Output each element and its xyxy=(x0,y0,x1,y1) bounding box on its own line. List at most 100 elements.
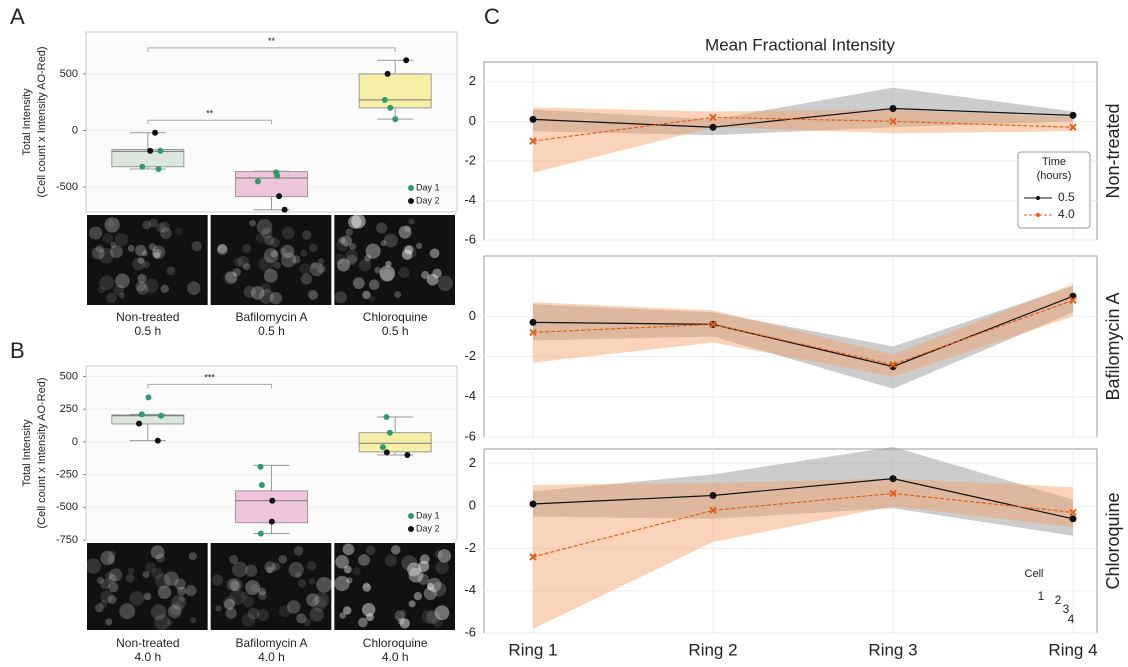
cell-blob xyxy=(186,281,201,295)
cell-blob xyxy=(142,220,152,230)
cell-blob xyxy=(215,605,222,612)
cell-blob xyxy=(105,618,113,626)
data-point xyxy=(889,363,897,371)
cell-blob xyxy=(145,562,157,574)
cell-blob xyxy=(335,253,346,265)
cell-blob xyxy=(96,576,105,585)
y-tick-label: 0 xyxy=(469,308,476,323)
cell-blob xyxy=(429,248,440,259)
cell-blob xyxy=(169,602,183,616)
row-label: Chloroquine xyxy=(1103,492,1123,589)
y-tick-label: -250 xyxy=(56,468,78,480)
data-point xyxy=(269,497,276,504)
y-tick-label: -2 xyxy=(464,540,476,555)
cell-blob xyxy=(336,239,349,252)
cell-blob xyxy=(190,617,197,624)
data-point xyxy=(387,104,394,111)
panel-letter: C xyxy=(484,4,500,29)
cell-blob xyxy=(144,278,159,294)
cell-blob xyxy=(99,275,115,291)
category-label: Non-treated xyxy=(116,636,179,650)
cell-blob xyxy=(295,572,302,579)
y-tick-label: 0 xyxy=(72,124,78,136)
data-point xyxy=(889,104,897,112)
cell-blob xyxy=(261,227,273,239)
cell-blob xyxy=(142,570,150,579)
cell-blob xyxy=(243,285,256,298)
cell-blob xyxy=(398,267,410,279)
cell-blob xyxy=(270,250,278,258)
cell-blob xyxy=(351,214,366,229)
legend-marker xyxy=(408,198,414,204)
cell-blob xyxy=(279,247,287,255)
cell-blob xyxy=(281,252,297,268)
cell-blob xyxy=(380,240,387,247)
cell-blob xyxy=(148,218,158,228)
cell-blob xyxy=(344,249,359,264)
cell-blob xyxy=(125,573,135,583)
cell-blob xyxy=(256,609,269,622)
cell-blob xyxy=(306,593,320,607)
cell-blob xyxy=(314,592,330,608)
cell-blob xyxy=(250,286,265,300)
cell-blob xyxy=(352,277,365,289)
cell-blob xyxy=(102,233,114,244)
cell-blob xyxy=(358,617,368,628)
data-point xyxy=(155,165,162,172)
cell-blob xyxy=(435,560,449,575)
cell-blob xyxy=(241,613,256,628)
data-point xyxy=(709,320,717,329)
cell-blob xyxy=(255,233,266,244)
cell-blob xyxy=(158,221,170,233)
category-sublabel: 0.5 h xyxy=(258,324,285,338)
legend-marker xyxy=(1036,196,1040,200)
legend-box xyxy=(1017,151,1091,229)
cell-blob xyxy=(151,568,163,580)
micrograph xyxy=(334,215,455,305)
cell-blob xyxy=(363,582,370,589)
category-sublabel: 0.5 h xyxy=(134,324,161,338)
cell-blob xyxy=(229,589,245,605)
cell-blob xyxy=(413,592,423,601)
cell-blob xyxy=(91,246,105,260)
cell-blob xyxy=(316,263,326,274)
cell-blob xyxy=(317,257,325,265)
cell-blob xyxy=(94,603,104,613)
cell-blob xyxy=(132,257,145,271)
cell-blob xyxy=(300,273,313,285)
cell-blob xyxy=(391,545,401,555)
cell-blob xyxy=(362,290,371,300)
y-tick-label: 2 xyxy=(469,455,476,470)
x-tick-label: Ring 1 xyxy=(508,640,557,659)
y-tick-label: 0 xyxy=(469,113,476,128)
significance-bracket xyxy=(147,119,272,125)
data-point xyxy=(379,444,386,451)
y-tick-label: -4 xyxy=(464,192,476,207)
data-point xyxy=(889,360,897,369)
cell-blob xyxy=(426,582,435,591)
cell-blob xyxy=(264,235,275,246)
cell-blob xyxy=(142,261,150,269)
cell-blob xyxy=(341,235,352,247)
data-point xyxy=(383,449,390,456)
cell-blob xyxy=(242,596,255,608)
cell-blob xyxy=(288,562,304,578)
cell-blob xyxy=(178,596,185,603)
legend-label: 0.5 xyxy=(1058,190,1075,204)
cell-blob xyxy=(408,600,416,608)
cell-blob xyxy=(302,230,312,240)
cell-blob xyxy=(160,284,169,293)
data-point xyxy=(154,437,161,444)
cell-blob xyxy=(136,283,149,295)
cell-blob xyxy=(300,249,308,257)
cell-blob xyxy=(421,271,430,280)
panel-letter: A xyxy=(10,4,25,29)
cell-blob xyxy=(107,595,117,605)
category-sublabel: 4.0 h xyxy=(382,650,409,664)
cell-blob xyxy=(237,255,249,268)
cell-blob xyxy=(343,565,352,574)
cell-blob xyxy=(109,245,123,259)
category-label: Chloroquine xyxy=(363,636,428,650)
cell-blob xyxy=(408,218,415,225)
